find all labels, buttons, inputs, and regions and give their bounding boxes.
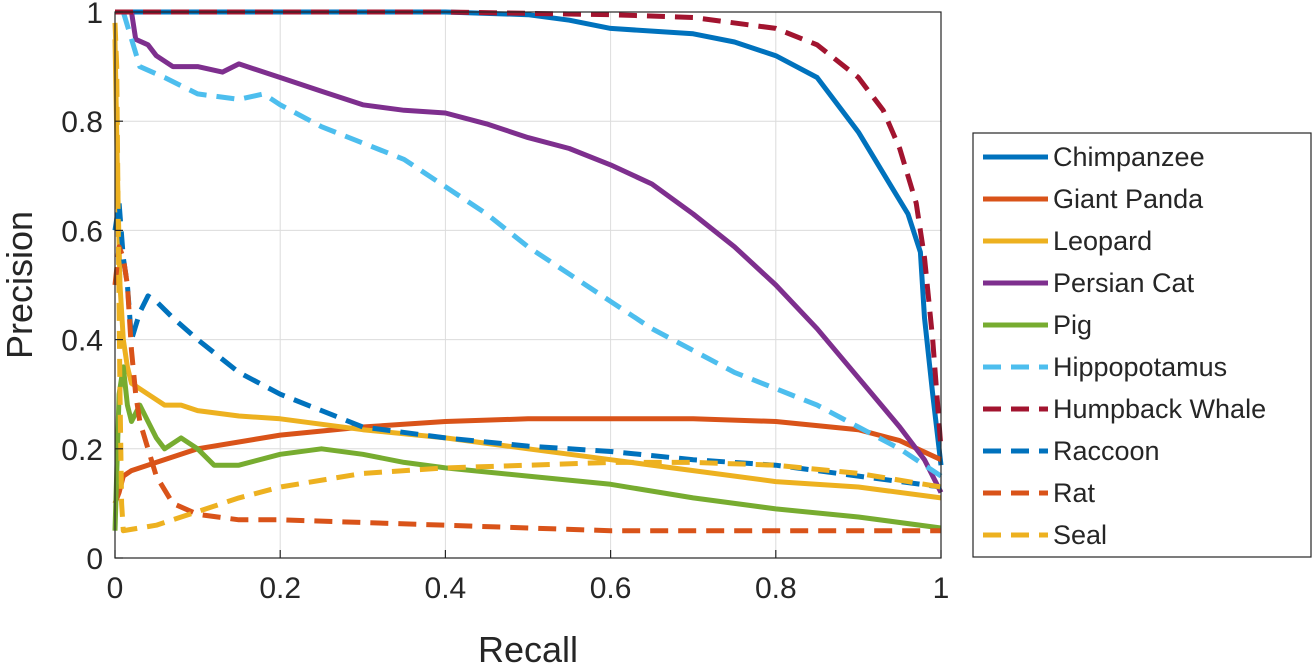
series-line-giant-panda	[112, 416, 943, 505]
legend-label-persian-cat: Persian Cat	[1053, 268, 1195, 298]
series-lines	[112, 9, 944, 534]
legend: Chimpanzee Giant Panda Leopard Persian Cat P…	[972, 132, 1312, 558]
series-line-rat	[112, 244, 941, 534]
legend-box	[972, 132, 1312, 558]
series-line-leopard	[112, 39, 942, 501]
y-axis-label: Precision	[0, 211, 40, 359]
legend-label-rat: Rat	[1053, 478, 1096, 508]
series-line-pig	[112, 364, 942, 531]
legend-label-leopard: Leopard	[1053, 226, 1152, 256]
axis-ticks: 0 0.2 0.4 0.6 0.8 1 0 0.2 0.4 0.6 0.8 1	[61, 0, 949, 605]
y-tick-label-5: 1	[86, 0, 103, 30]
x-axis-label: Recall	[478, 629, 578, 667]
x-tick-label-1: 0.2	[259, 572, 301, 605]
y-tick-label-0: 0	[86, 543, 103, 576]
x-tick-label-4: 0.8	[755, 572, 797, 605]
x-tick-label-0: 0	[107, 572, 124, 605]
legend-label-humpback-whale: Humpback Whale	[1053, 394, 1266, 424]
legend-label-seal: Seal	[1053, 520, 1107, 550]
x-tick-label-2: 0.4	[425, 572, 467, 605]
legend-label-chimpanzee: Chimpanzee	[1053, 142, 1205, 172]
plot-frame	[114, 11, 942, 559]
series-line-hippopotamus	[120, 11, 943, 479]
x-tick-label-3: 0.6	[590, 572, 632, 605]
x-tick-label-5: 1	[933, 572, 950, 605]
series-line-persian-cat	[129, 11, 944, 494]
series-line-chimpanzee	[115, 9, 944, 466]
y-tick-label-2: 0.4	[61, 325, 103, 358]
legend-label-giant-panda: Giant Panda	[1053, 184, 1204, 214]
legend-label-raccoon: Raccoon	[1053, 436, 1160, 466]
y-tick-label-3: 0.6	[61, 215, 103, 248]
legend-label-hippopotamus: Hippopotamus	[1053, 352, 1227, 382]
y-tick-label-4: 0.8	[61, 106, 103, 139]
series-line-seal	[112, 22, 942, 534]
series-line-humpback-whale	[115, 9, 944, 449]
y-tick-label-1: 0.2	[61, 434, 103, 467]
legend-label-pig: Pig	[1053, 310, 1092, 340]
